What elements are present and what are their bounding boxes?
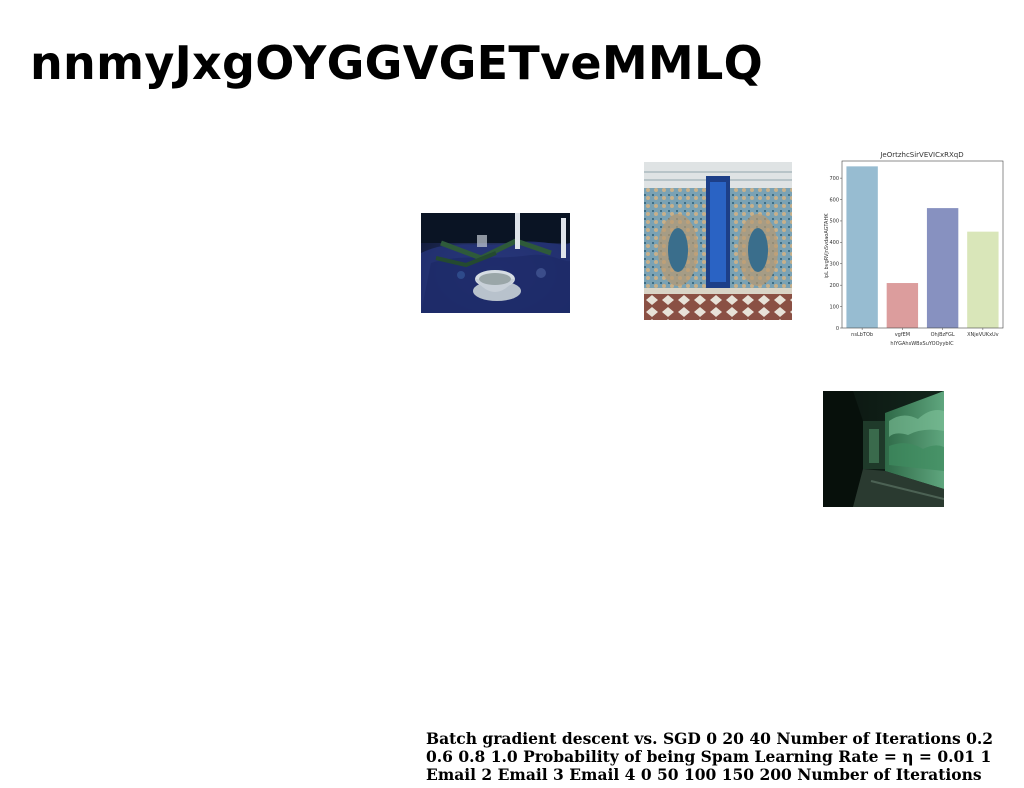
chart-y-tick-label: 100	[829, 304, 839, 310]
chart-y-tick-label: 0	[836, 326, 839, 332]
chart-y-ticks: 0 100 200 300 400 500 600 700	[829, 176, 842, 332]
chart-y-tick-label: 200	[829, 283, 839, 289]
chart-bars	[846, 166, 999, 328]
chart-bar	[886, 283, 919, 328]
chart-bar	[846, 166, 878, 328]
chart-bar	[967, 231, 999, 328]
chart-x-tick-label: OhjBzFGL	[931, 332, 955, 338]
corridor-icon	[823, 391, 944, 507]
chart-bar	[926, 208, 959, 328]
hallway-photo	[823, 391, 944, 507]
chart-x-tick-label: XNjeVUKxUv	[967, 332, 999, 338]
table-teacup-photo	[421, 213, 570, 313]
figure-caption: Batch gradient descent vs. SGD 0 20 40 N…	[426, 729, 994, 784]
bar-chart: JeOrtzhcSirVEVICxRXqD ipL bvgRVjnSvdaoAG…	[824, 151, 1004, 347]
table-teacup-icon	[421, 213, 570, 313]
chart-x-tick-label: nsLbTOb	[851, 332, 873, 338]
chart-x-ticks: nsLbTOb vgfEM OhjBzFGL XNjeVUKxUv	[851, 328, 999, 338]
page-title: nnmyJxgOYGGVGETveMMLQ	[30, 36, 764, 90]
chart-y-tick-label: 500	[829, 219, 839, 225]
chart-y-tick-label: 300	[829, 262, 839, 268]
chart-y-tick-label: 400	[829, 240, 839, 246]
chart-frame	[841, 160, 1004, 329]
chart-title: JeOrtzhcSirVEVICxRXqD	[879, 151, 963, 159]
chart-y-axis-label: ipL bvgRVjnSvdaoAGTAHK	[824, 213, 830, 279]
chart-x-axis-label: hIYGAhsWBxSuYOOyybIC	[890, 341, 954, 347]
chart-x-tick-label: vgfEM	[895, 332, 910, 338]
mosaic-doorway-photo	[644, 162, 792, 320]
chart-y-tick-label: 700	[829, 176, 839, 182]
mosaic-doorway-icon	[644, 162, 792, 320]
chart-y-tick-label: 600	[829, 197, 839, 203]
